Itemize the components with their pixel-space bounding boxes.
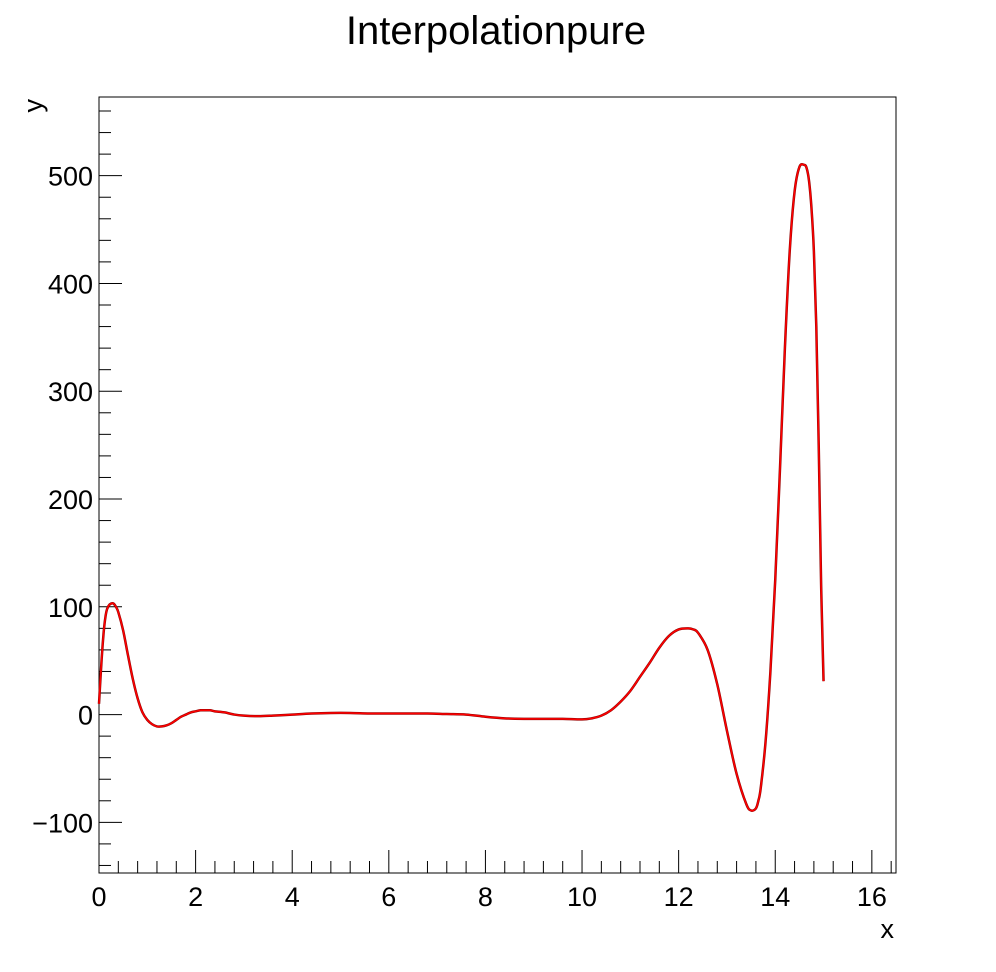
x-axis-label: x: [881, 914, 895, 944]
plot-frame: [98, 96, 897, 874]
y-tick-label: 300: [48, 377, 93, 407]
x-tick-label: 4: [285, 882, 300, 912]
y-tick-label: 400: [48, 269, 93, 299]
chart-title: Interpolationpure: [346, 9, 646, 53]
x-tick-label: 2: [188, 882, 203, 912]
x-tick-label: 8: [478, 882, 493, 912]
y-tick-label: 200: [48, 485, 93, 515]
axis-tick-labels: 0 2 4 6 8 10 12 14 16 −100 0 100 200 300 400 500: [32, 162, 887, 912]
y-tick-label: −100: [32, 808, 93, 838]
y-tick-label: 100: [48, 593, 93, 623]
y-tick-label: 0: [78, 701, 93, 731]
x-tick-label: 0: [91, 882, 106, 912]
y-axis-label: y: [18, 99, 48, 113]
interpolation-curve: [98, 163, 825, 812]
x-tick-label: 6: [381, 882, 396, 912]
x-tick-label: 14: [760, 882, 790, 912]
x-tick-label: 12: [664, 882, 694, 912]
x-tick-label: 16: [857, 882, 887, 912]
y-tick-label: 500: [48, 162, 93, 192]
data-series: [97, 162, 825, 812]
axis-ticks: [98, 110, 892, 873]
x-tick-label: 10: [567, 882, 597, 912]
